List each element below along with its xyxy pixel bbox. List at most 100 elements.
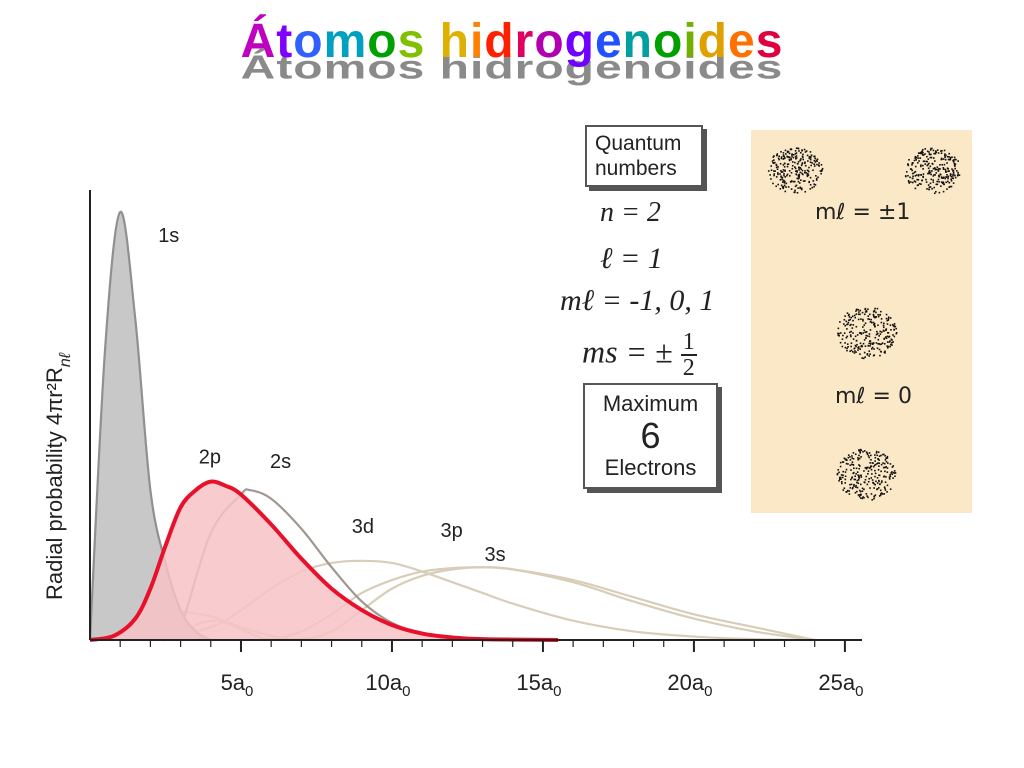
- orbital-dot: [775, 154, 778, 157]
- orbital-dot: [886, 323, 889, 325]
- orbital-dot: [884, 487, 886, 490]
- title-char: m: [323, 15, 368, 68]
- orbital-dot: [886, 455, 889, 458]
- orbital-dot: [913, 180, 916, 182]
- orbital-dot: [779, 173, 781, 175]
- orbital-dot: [870, 318, 872, 321]
- orbital-dot: [944, 158, 947, 161]
- orbital-cloud: [767, 147, 824, 194]
- orbital-dot: [889, 488, 892, 491]
- curve-label-3p: 3p: [441, 520, 463, 542]
- orbital-dot: [933, 192, 936, 195]
- orbital-dot: [945, 181, 947, 184]
- orbital-dot: [780, 151, 782, 153]
- orbital-dot: [862, 319, 864, 322]
- orbital-dot: [846, 349, 848, 352]
- orbital-dot: [801, 162, 804, 165]
- orbital-dot: [951, 156, 953, 158]
- orbital-dot: [791, 164, 794, 167]
- orbital-dot: [770, 178, 772, 180]
- title-char: g: [564, 15, 595, 68]
- x-tick-subscript: 0: [704, 683, 712, 700]
- orbital-dot: [877, 313, 879, 316]
- orbital-dot: [867, 480, 870, 483]
- orbital-dot: [855, 467, 858, 470]
- orbital-dot: [855, 325, 858, 328]
- orbital-dot: [948, 186, 950, 189]
- orbital-dot: [869, 313, 871, 316]
- orbital-dot: [836, 472, 839, 475]
- orbital-dot: [856, 486, 859, 489]
- x-ticks: [119, 640, 846, 652]
- orbital-dot: [846, 489, 849, 492]
- orbital-dot: [930, 178, 933, 181]
- orbital-dot: [936, 183, 939, 186]
- orbital-dot: [883, 343, 886, 345]
- orbital-dot: [782, 169, 785, 171]
- ms-fraction: 1 2: [680, 330, 697, 380]
- orbital-dot: [858, 489, 861, 492]
- orbital-dot: [937, 170, 940, 172]
- orbital-dot: [932, 181, 935, 183]
- y-axis-label-group: Radial probability 4πr²Rnℓ: [42, 352, 74, 600]
- orbital-dot: [909, 176, 911, 179]
- orbital-dot: [876, 462, 878, 465]
- orbital-dot: [856, 479, 859, 482]
- orbital-dot: [868, 456, 871, 459]
- orbital-dot: [796, 170, 798, 172]
- orbital-dot: [914, 170, 917, 173]
- curve-label-2s: 2s: [270, 451, 291, 473]
- orbital-dot: [772, 156, 775, 158]
- title-char: e: [728, 15, 756, 68]
- orbital-dot: [939, 168, 941, 170]
- orbital-dot: [847, 323, 849, 325]
- orbital-dot: [876, 454, 878, 457]
- orbital-dot: [951, 168, 953, 170]
- orbital-dot: [948, 170, 951, 172]
- orbital-dot: [870, 454, 872, 457]
- orbital-dot: [914, 181, 917, 183]
- orbital-dot: [852, 486, 854, 489]
- title-shadow: Átomos hidrogenoides: [240, 48, 784, 87]
- title-char: i: [469, 15, 485, 68]
- curve-fill-2p: [90, 481, 559, 640]
- orbital-dot: [928, 186, 931, 189]
- orbital-dot: [854, 316, 857, 319]
- quantum-numbers-box: Quantum numbers: [585, 125, 703, 187]
- orbital-dot: [814, 157, 817, 160]
- orbital-dot: [770, 169, 773, 172]
- orbital-dot: [780, 170, 782, 172]
- orbital-dot: [947, 177, 949, 180]
- orbital-dot: [794, 161, 796, 164]
- orbital-dot: [929, 182, 932, 185]
- orbital-dot: [847, 346, 849, 348]
- orbital-dot: [853, 314, 856, 317]
- orbital-dot: [799, 167, 801, 169]
- orbital-dot: [773, 159, 775, 161]
- orbital-dot: [774, 161, 776, 164]
- orbital-dot: [867, 470, 870, 473]
- orbital-dot: [926, 188, 928, 190]
- orbital-dot: [844, 458, 847, 460]
- orbital-dot: [881, 493, 884, 495]
- orbital-dot: [781, 176, 784, 179]
- orbital-dot: [781, 178, 783, 181]
- orbital-dot: [951, 177, 954, 180]
- orbital-dot: [877, 315, 880, 318]
- title-char: n: [622, 15, 653, 68]
- orbital-dot: [867, 472, 869, 475]
- orbital-dot: [932, 175, 935, 177]
- orbital-dot: [871, 479, 874, 481]
- orbital-dot: [839, 341, 842, 344]
- orbital-dot: [880, 481, 883, 484]
- orbital-dot: [921, 153, 924, 156]
- orbital-dot: [797, 174, 800, 176]
- orbital-dot: [776, 153, 779, 155]
- orbital-dot: [922, 164, 924, 167]
- orbital-dot: [868, 467, 871, 469]
- orbital-dot: [927, 158, 930, 160]
- orbital-dot: [930, 156, 933, 159]
- orbital-dot: [936, 149, 939, 151]
- orbital-dot: [852, 452, 855, 454]
- orbital-dot: [845, 491, 847, 493]
